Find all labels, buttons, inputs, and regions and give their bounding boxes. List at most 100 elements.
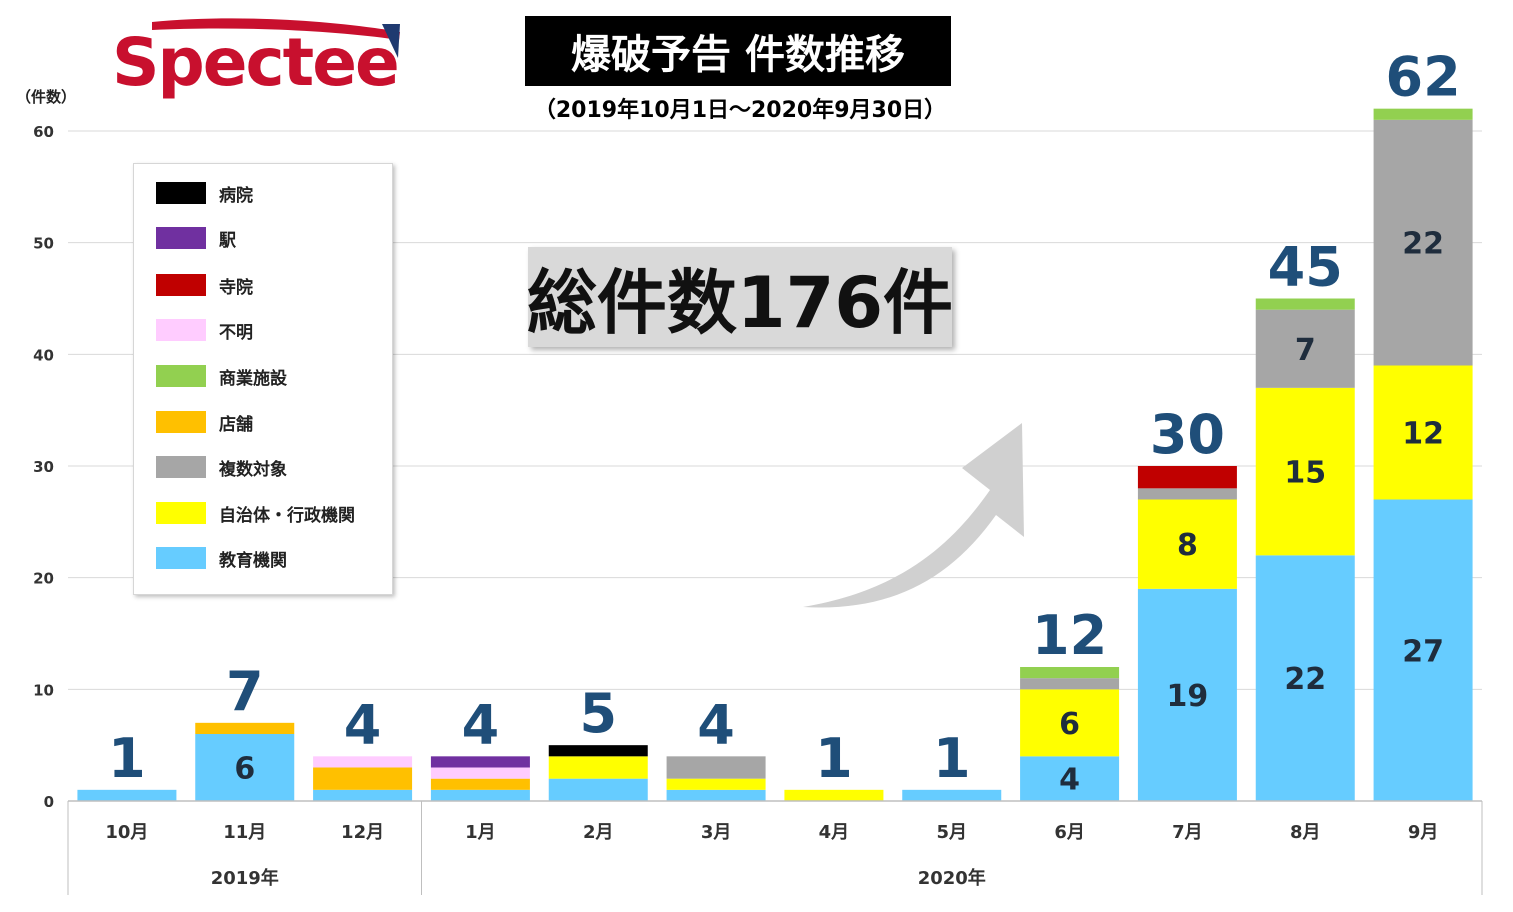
x-tick-label: 2月 [583, 822, 614, 843]
axes: 0 10 20 30 40 50 60 2019年 2020年 10月 11月 12月 1月 2月 3月 4月… [33, 123, 1483, 895]
bar-segment [77, 789, 177, 801]
bar-segment [1255, 387, 1355, 556]
bar-segment [1373, 365, 1473, 500]
logo-text: Spectee [112, 24, 400, 101]
x-tick-label: 8月 [1290, 822, 1321, 843]
legend-swatch [156, 182, 206, 204]
legend-label: 商業施設 [219, 368, 287, 389]
bar-total-label: 4 [344, 693, 382, 756]
bar-total-label: 30 [1150, 403, 1225, 466]
bar-segment [313, 789, 413, 801]
x-tick-label: 7月 [1172, 822, 1203, 843]
bar-segment [1255, 555, 1355, 801]
x-tick-label: 4月 [819, 822, 850, 843]
bar-segment [430, 778, 530, 790]
bar-total-label: 4 [697, 693, 735, 756]
x-tick-label: 10月 [105, 822, 148, 843]
bar-total-label: 1 [933, 727, 971, 790]
legend-item: 教育機関 [156, 545, 287, 571]
x-tick-label: 3月 [701, 822, 732, 843]
x-tick-label: 12月 [341, 822, 384, 843]
segment-value-label: 12 [1402, 417, 1444, 452]
bar-segment [666, 756, 766, 779]
segment-value-label: 7 [1295, 333, 1316, 368]
bar-segment [1255, 309, 1355, 388]
bar-segment [1137, 499, 1237, 589]
legend: 病院 駅 寺院 不明 商業施設 店舗 複数対象 自治体・行政機関 教育機関 [133, 163, 393, 595]
x-tick-label: 1月 [465, 822, 496, 843]
x-tick-label: 5月 [936, 822, 967, 843]
legend-label: 複数対象 [219, 459, 287, 480]
bar-segment [1373, 119, 1473, 366]
bar-segment [195, 722, 295, 734]
segment-value-label: 6 [234, 752, 255, 787]
bar-segment [1373, 499, 1473, 801]
bar-total-label: 7 [226, 660, 264, 723]
bar-segment [430, 789, 530, 801]
bar-segment [1255, 298, 1355, 310]
bar-total-label: 5 [579, 682, 617, 745]
spectee-logo: Spectee [112, 18, 412, 108]
bar-segment [548, 778, 648, 801]
bar-segment [548, 745, 648, 757]
y-tick-label: 0 [44, 793, 54, 811]
legend-label: 不明 [219, 322, 253, 343]
bar-total-label: 12 [1032, 604, 1107, 667]
bar-segment [1137, 466, 1237, 489]
total-count-box: 総件数176件 [527, 247, 953, 347]
legend-item: 自治体・行政機関 [156, 500, 355, 526]
y-axis-unit: （件数） [16, 88, 77, 106]
bar-segment [1020, 667, 1120, 679]
legend-label: 教育機関 [219, 550, 287, 571]
legend-swatch [156, 411, 206, 433]
bar-segment [430, 756, 530, 768]
legend-item: 寺院 [156, 272, 253, 298]
segment-value-label: 19 [1167, 679, 1209, 714]
bar-segment [313, 756, 413, 768]
legend-swatch [156, 319, 206, 341]
x-tick-label: 9月 [1408, 822, 1439, 843]
year-group-label: 2020年 [918, 867, 986, 889]
legend-item: 駅 [156, 225, 236, 251]
legend-label: 病院 [219, 185, 253, 206]
bar-segment [902, 789, 1002, 801]
legend-swatch [156, 274, 206, 296]
legend-label: 駅 [219, 230, 236, 251]
trend-arrow-icon [803, 423, 1024, 608]
bar-segment [1373, 108, 1473, 120]
chart-title: 爆破予告 件数推移 [525, 16, 951, 86]
segment-value-label: 22 [1402, 227, 1444, 262]
bar-segment [430, 767, 530, 779]
logo-swoosh-icon [152, 18, 400, 58]
bar-total-label: 45 [1268, 236, 1343, 299]
bar-segment [1137, 488, 1237, 500]
bar-segment [1020, 678, 1120, 690]
bar-segment [195, 734, 295, 801]
segment-value-label: 27 [1402, 634, 1444, 669]
legend-swatch [156, 365, 206, 387]
bar-segment [548, 756, 648, 779]
legend-swatch [156, 456, 206, 478]
bar-segment [313, 767, 413, 790]
bar-segment [784, 789, 884, 801]
bar-segment [1137, 588, 1237, 801]
legend-swatch [156, 227, 206, 249]
segment-value-label: 6 [1059, 707, 1080, 742]
legend-swatch [156, 547, 206, 569]
y-tick-label: 20 [33, 570, 54, 588]
y-tick-label: 60 [33, 123, 54, 141]
bar-total-label: 62 [1386, 46, 1461, 109]
segment-value-label: 15 [1284, 456, 1326, 491]
year-group-label: 2019年 [211, 867, 279, 889]
y-tick-label: 50 [33, 235, 54, 253]
legend-label: 自治体・行政機関 [219, 505, 355, 526]
legend-item: 病院 [156, 180, 253, 206]
legend-item: 複数対象 [156, 454, 287, 480]
bar-segment [1020, 756, 1120, 801]
legend-item: 商業施設 [156, 363, 287, 389]
chart-subtitle: （2019年10月1日～2020年9月30日） [533, 98, 947, 123]
legend-label: 店舗 [219, 414, 253, 435]
bar-total-label: 4 [462, 693, 500, 756]
